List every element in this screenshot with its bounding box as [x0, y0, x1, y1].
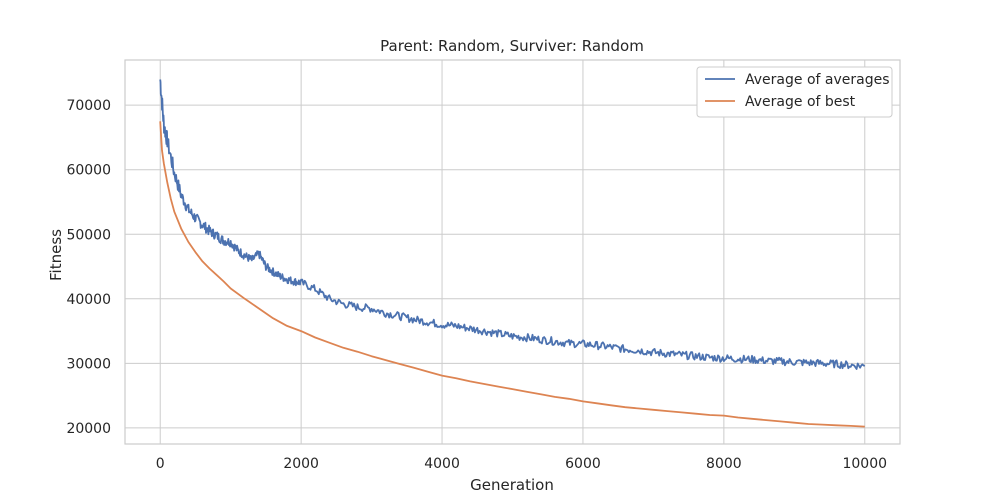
- x-axis-ticks: 0 2000 4000 6000 8000 10000: [156, 456, 887, 472]
- x-tick-label: 0: [156, 456, 165, 472]
- y-tick-label: 40000: [66, 292, 111, 308]
- y-axis-label: Fitness: [47, 229, 65, 281]
- grid-lines: [125, 60, 900, 444]
- series-line-average-of-averages: [159, 79, 866, 370]
- plot-frame: [124, 59, 901, 445]
- chart-title: Parent: Random, Surviver: Random: [380, 37, 644, 55]
- x-tick-label: 6000: [565, 456, 601, 472]
- legend-box: [696, 66, 893, 118]
- y-tick-label: 60000: [66, 163, 111, 179]
- legend-label-average-of-best: Average of best: [745, 94, 856, 110]
- x-tick-label: 10000: [842, 456, 887, 472]
- legend-label-average-of-averages: Average of averages: [745, 72, 890, 88]
- y-axis-ticks: 20000 30000 40000 50000 60000 70000: [66, 98, 111, 437]
- y-tick-label: 50000: [66, 227, 111, 243]
- y-tick-label: 20000: [66, 421, 111, 437]
- x-tick-label: 4000: [424, 456, 460, 472]
- plot-background: [125, 60, 900, 444]
- series-line-average-of-best: [159, 121, 865, 428]
- x-tick-label: 2000: [283, 456, 319, 472]
- x-tick-label: 8000: [706, 456, 742, 472]
- y-tick-label: 70000: [66, 98, 111, 114]
- y-tick-label: 30000: [66, 356, 111, 372]
- series-lines: [159, 79, 866, 428]
- x-axis-label: Generation: [470, 476, 554, 494]
- legend: Average of averages Average of best: [696, 66, 893, 118]
